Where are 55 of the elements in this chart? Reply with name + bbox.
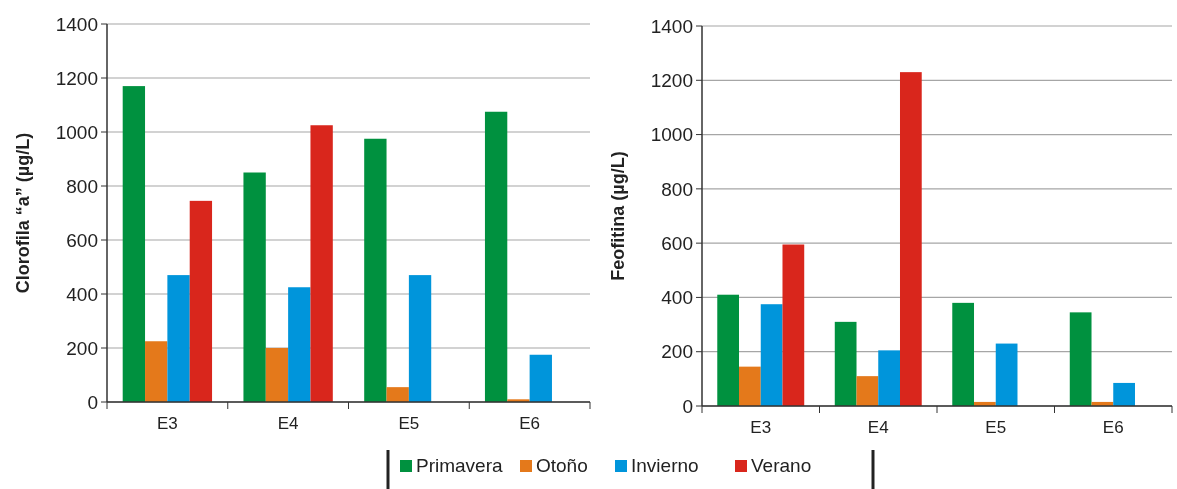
bar (243, 172, 266, 402)
x-tick-label: E3 (750, 418, 772, 437)
x-tick-label: E6 (1102, 418, 1124, 437)
legend-label: Otoño (536, 455, 588, 476)
bar (484, 111, 508, 402)
bar (782, 244, 805, 406)
y-tick-label: 400 (66, 283, 98, 305)
bar (834, 321, 857, 406)
bar (899, 72, 922, 406)
y-tick-label: 200 (66, 337, 98, 359)
bar (760, 304, 783, 406)
bar (288, 287, 311, 402)
bar (1113, 382, 1135, 406)
bar (145, 341, 168, 402)
bar (364, 138, 387, 402)
y-axis-title: Clorofila “a” (µg/L) (13, 132, 33, 294)
bar (122, 86, 146, 402)
bar (189, 200, 213, 402)
bar (265, 348, 289, 402)
x-tick-label: E4 (867, 418, 889, 437)
bar (995, 343, 1018, 406)
bar (856, 376, 879, 406)
legend-label: Primavera (416, 455, 504, 476)
bar (739, 366, 761, 406)
x-tick-label: E6 (519, 414, 541, 433)
x-tick-label: E5 (398, 414, 420, 433)
y-tick-label: 0 (682, 395, 693, 417)
bar (310, 125, 333, 402)
y-tick-label: 600 (661, 232, 693, 254)
y-tick-label: 0 (87, 391, 98, 413)
y-tick-label: 1400 (650, 15, 693, 37)
y-tick-label: 1000 (55, 121, 98, 143)
bar (717, 294, 740, 406)
y-tick-label: 400 (661, 287, 693, 309)
bar (878, 350, 900, 406)
y-tick-label: 1200 (650, 69, 693, 91)
bar (1069, 312, 1092, 406)
y-tick-label: 1000 (650, 124, 693, 146)
y-tick-label: 1200 (55, 67, 98, 89)
bar (952, 302, 975, 406)
y-tick-label: 800 (661, 178, 693, 200)
y-tick-label: 800 (66, 175, 98, 197)
bar (529, 354, 552, 402)
x-tick-label: E4 (277, 414, 299, 433)
y-axis-title: Feofitina (µg/L) (608, 151, 628, 281)
bar (386, 387, 409, 402)
y-tick-label: 1400 (55, 13, 98, 35)
bar (408, 275, 432, 402)
bar (167, 275, 190, 402)
legend-label: Invierno (631, 455, 699, 476)
x-tick-label: E5 (985, 418, 1007, 437)
legend-label: Verano (751, 455, 812, 476)
y-tick-label: 600 (66, 229, 98, 251)
x-tick-label: E3 (156, 414, 178, 433)
y-tick-label: 200 (661, 341, 693, 363)
